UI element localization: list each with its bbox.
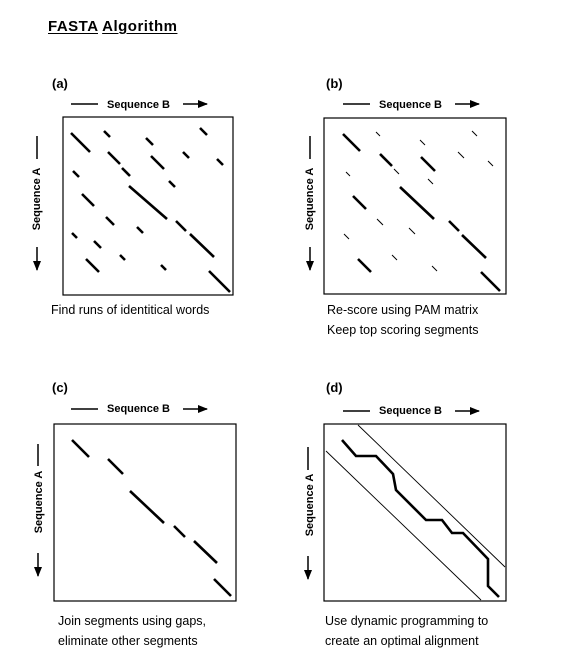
panel-d-label: (d) xyxy=(326,380,343,395)
panel-c-sequence-b-label: Sequence B xyxy=(107,403,170,415)
title-algorithm: Algorithm xyxy=(102,18,178,35)
panel-b-sequence-b-label: Sequence B xyxy=(379,99,442,111)
panel-b-matrix-box xyxy=(323,117,507,295)
panel-d-band-lower xyxy=(325,450,482,601)
panel-d-matrix-box xyxy=(323,423,507,602)
panel-d-band-upper xyxy=(357,424,506,568)
title-fasta: FASTA xyxy=(48,18,98,35)
panel-c-caption-line-1: Join segments using gaps, xyxy=(58,614,207,628)
panel-a-graphics xyxy=(33,100,234,296)
panel-a-label: (a) xyxy=(52,76,68,91)
panel-d-caption-line-1: Use dynamic programming to xyxy=(325,614,489,628)
panel-a-sequence-b-label: Sequence B xyxy=(107,99,170,111)
panel-b-caption-line-2: Keep top scoring segments xyxy=(327,323,479,337)
panel-c-caption: Join segments using gaps, eliminate othe… xyxy=(58,611,206,651)
panel-d-optimal-alignment-path xyxy=(341,439,500,598)
panel-b-label: (b) xyxy=(326,76,343,91)
panel-d-graphics xyxy=(304,407,507,602)
panel-a-word-hits xyxy=(70,127,231,293)
panel-b-graphics xyxy=(306,100,507,295)
panel-c-matrix-box xyxy=(53,423,237,602)
panel-d-sequence-b-label: Sequence B xyxy=(379,405,442,417)
panel-a-caption-line-1: Find runs of identitical words xyxy=(51,303,210,317)
panel-a-matrix-box xyxy=(62,116,234,296)
panel-b-caption: Re-score using PAM matrix Keep top scori… xyxy=(327,300,478,340)
panel-d-caption: Use dynamic programming to create an opt… xyxy=(325,611,488,651)
page-title: FASTA Algorithm xyxy=(48,18,177,35)
panel-b-rescored-segments xyxy=(342,130,501,292)
panel-c-graphics xyxy=(34,405,237,602)
panel-c-label: (c) xyxy=(52,380,68,395)
panel-c-caption-line-2: eliminate other segments xyxy=(58,634,198,648)
panel-c-joined-segments xyxy=(71,439,232,597)
panel-b-caption-line-1: Re-score using PAM matrix xyxy=(327,303,479,317)
panel-d-caption-line-2: create an optimal alignment xyxy=(325,634,479,648)
panel-a-caption: Find runs of identitical words xyxy=(51,300,209,320)
